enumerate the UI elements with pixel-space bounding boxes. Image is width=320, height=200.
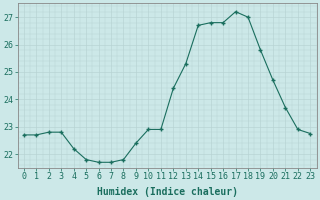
X-axis label: Humidex (Indice chaleur): Humidex (Indice chaleur) [97, 186, 237, 197]
